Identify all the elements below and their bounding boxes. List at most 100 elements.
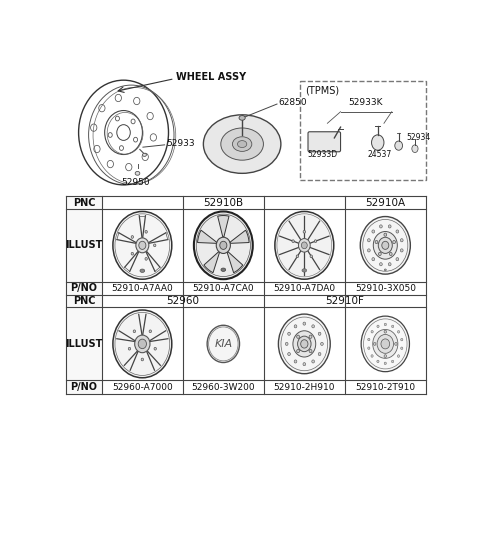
Ellipse shape — [382, 241, 389, 249]
Ellipse shape — [221, 268, 226, 272]
Ellipse shape — [384, 323, 386, 326]
Ellipse shape — [384, 354, 386, 358]
Ellipse shape — [372, 258, 375, 260]
Ellipse shape — [239, 116, 245, 120]
Polygon shape — [217, 216, 229, 237]
Ellipse shape — [396, 258, 399, 260]
Ellipse shape — [302, 269, 307, 272]
Text: 52910-2H910: 52910-2H910 — [274, 382, 335, 391]
Bar — [66, 307, 102, 381]
Ellipse shape — [371, 330, 373, 333]
Ellipse shape — [372, 135, 384, 150]
Ellipse shape — [141, 358, 144, 361]
Ellipse shape — [294, 325, 297, 328]
Ellipse shape — [232, 137, 252, 151]
Text: 52910-A7CA0: 52910-A7CA0 — [192, 284, 254, 293]
Text: WHEEL ASSY: WHEEL ASSY — [176, 72, 246, 82]
Ellipse shape — [294, 360, 297, 363]
Bar — [66, 196, 102, 209]
Ellipse shape — [288, 353, 290, 356]
Ellipse shape — [368, 239, 370, 242]
Ellipse shape — [149, 330, 152, 333]
Ellipse shape — [379, 252, 381, 255]
Text: PNC: PNC — [73, 296, 95, 306]
Ellipse shape — [360, 216, 410, 274]
Ellipse shape — [221, 128, 264, 160]
Text: 52960: 52960 — [167, 296, 199, 306]
Ellipse shape — [312, 360, 314, 363]
Ellipse shape — [312, 325, 314, 328]
Text: 52910B: 52910B — [203, 197, 243, 207]
Text: 52933K: 52933K — [348, 98, 383, 107]
Ellipse shape — [388, 225, 391, 228]
Ellipse shape — [393, 240, 396, 244]
Ellipse shape — [204, 115, 281, 173]
Ellipse shape — [373, 329, 398, 358]
Ellipse shape — [318, 353, 321, 356]
Ellipse shape — [381, 339, 390, 349]
Ellipse shape — [389, 252, 392, 255]
Ellipse shape — [303, 363, 306, 366]
Text: 52933: 52933 — [166, 139, 195, 148]
Ellipse shape — [396, 230, 399, 233]
Text: KIA: KIA — [214, 339, 232, 349]
Ellipse shape — [397, 330, 400, 333]
Ellipse shape — [113, 211, 172, 279]
Ellipse shape — [384, 330, 386, 333]
Ellipse shape — [145, 230, 147, 233]
Ellipse shape — [275, 211, 334, 279]
Text: 52950: 52950 — [121, 178, 150, 187]
Text: PNC: PNC — [73, 197, 95, 207]
Ellipse shape — [378, 237, 392, 253]
Ellipse shape — [278, 314, 330, 374]
Text: 52910-2T910: 52910-2T910 — [355, 382, 415, 391]
Ellipse shape — [131, 252, 133, 255]
Ellipse shape — [375, 240, 378, 244]
Ellipse shape — [220, 241, 227, 249]
Ellipse shape — [154, 347, 156, 350]
Ellipse shape — [412, 145, 418, 153]
Ellipse shape — [380, 225, 382, 228]
Text: 24537: 24537 — [368, 150, 392, 159]
Ellipse shape — [310, 255, 312, 258]
Ellipse shape — [138, 339, 146, 349]
Text: 52910F: 52910F — [325, 296, 364, 306]
Ellipse shape — [318, 332, 321, 335]
Ellipse shape — [377, 334, 394, 353]
Text: 52910-3X050: 52910-3X050 — [355, 284, 416, 293]
Ellipse shape — [372, 230, 375, 233]
Ellipse shape — [377, 325, 379, 328]
Ellipse shape — [207, 325, 240, 363]
Ellipse shape — [373, 343, 376, 345]
Ellipse shape — [296, 255, 299, 258]
Bar — [66, 295, 102, 307]
Ellipse shape — [321, 342, 324, 345]
Ellipse shape — [128, 347, 131, 350]
Ellipse shape — [395, 343, 397, 345]
Ellipse shape — [368, 347, 370, 349]
Text: 52934: 52934 — [407, 134, 431, 143]
Ellipse shape — [285, 342, 288, 345]
Ellipse shape — [388, 263, 391, 266]
Ellipse shape — [384, 269, 386, 271]
Ellipse shape — [301, 242, 307, 249]
Ellipse shape — [314, 240, 317, 243]
Ellipse shape — [135, 172, 140, 176]
Text: P/NO: P/NO — [71, 283, 97, 293]
Ellipse shape — [133, 330, 135, 333]
Text: 62850: 62850 — [278, 98, 307, 107]
Ellipse shape — [297, 349, 300, 353]
Ellipse shape — [380, 263, 382, 266]
Ellipse shape — [395, 141, 403, 150]
Text: 52910-A7DA0: 52910-A7DA0 — [273, 284, 336, 293]
Ellipse shape — [368, 338, 370, 341]
Ellipse shape — [392, 360, 394, 363]
Ellipse shape — [298, 336, 311, 352]
Text: 52960-3W200: 52960-3W200 — [192, 382, 255, 391]
Ellipse shape — [293, 331, 316, 357]
Ellipse shape — [288, 332, 290, 335]
Polygon shape — [230, 230, 249, 243]
Polygon shape — [227, 252, 243, 273]
FancyBboxPatch shape — [308, 132, 340, 152]
Ellipse shape — [309, 349, 312, 353]
